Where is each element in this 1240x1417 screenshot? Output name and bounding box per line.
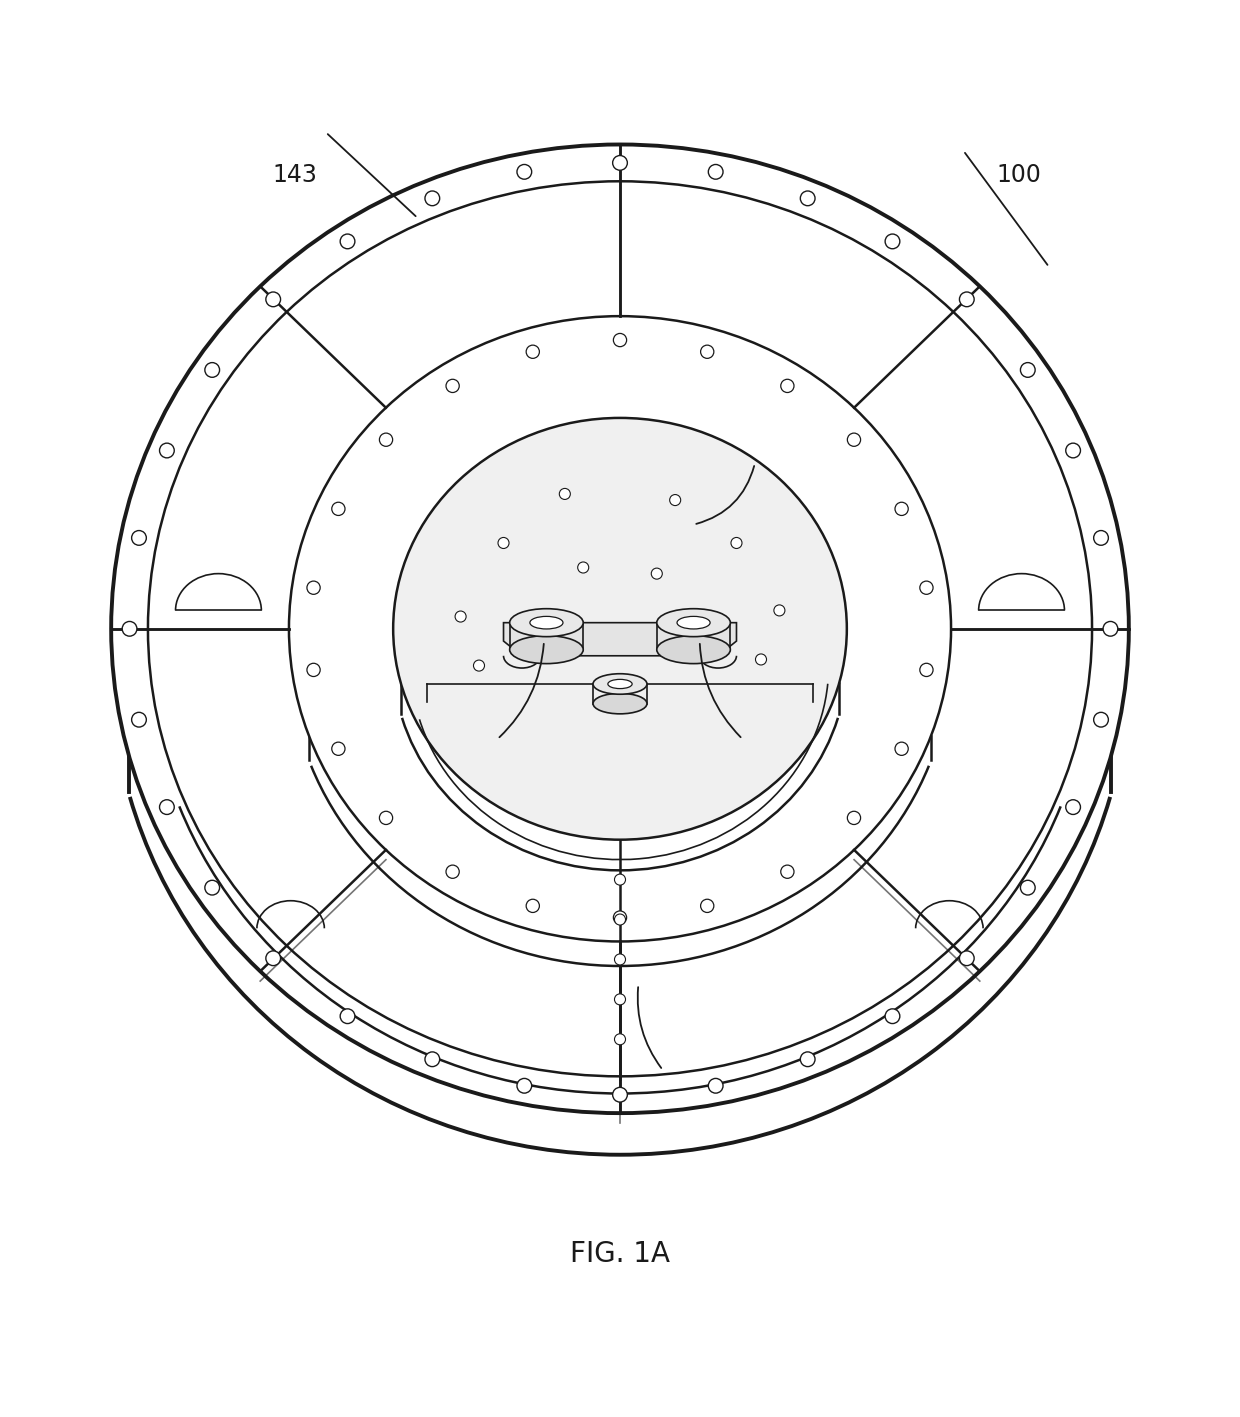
Circle shape [332,743,345,755]
Circle shape [781,380,794,393]
Circle shape [613,1087,627,1102]
Circle shape [1094,530,1109,546]
Circle shape [688,648,699,659]
Text: 143: 143 [273,163,317,187]
Circle shape [455,611,466,622]
Circle shape [895,502,908,516]
Ellipse shape [112,145,1128,1114]
Text: 104: 104 [665,550,709,574]
Circle shape [205,880,219,896]
Circle shape [379,812,393,825]
Circle shape [701,900,714,913]
Circle shape [123,622,136,636]
Text: 132: 132 [456,806,501,830]
Circle shape [160,799,175,815]
Circle shape [730,537,742,548]
Circle shape [308,581,320,594]
Ellipse shape [529,616,563,629]
Circle shape [920,663,932,676]
Ellipse shape [393,418,847,840]
Circle shape [800,191,815,205]
Circle shape [614,911,626,924]
Ellipse shape [593,673,647,694]
Circle shape [340,234,355,249]
Circle shape [517,1078,532,1093]
Text: 100: 100 [996,163,1040,187]
Circle shape [425,1051,440,1067]
Circle shape [446,380,459,393]
Circle shape [615,1034,625,1044]
Text: 129: 129 [629,1077,673,1101]
Circle shape [781,866,794,879]
Circle shape [755,653,766,665]
Circle shape [265,292,280,306]
Circle shape [131,713,146,727]
Ellipse shape [289,316,951,941]
Ellipse shape [510,609,583,636]
Circle shape [885,234,900,249]
Circle shape [708,164,723,179]
Circle shape [340,1009,355,1023]
Circle shape [800,1051,815,1067]
Ellipse shape [657,636,730,663]
Circle shape [498,537,510,548]
Circle shape [960,951,975,965]
Circle shape [1065,799,1080,815]
Circle shape [1021,880,1035,896]
Circle shape [613,156,627,170]
Circle shape [425,191,440,205]
Circle shape [541,648,552,659]
Circle shape [160,444,175,458]
Circle shape [920,581,932,594]
Ellipse shape [608,679,632,689]
Circle shape [446,866,459,879]
Ellipse shape [657,609,730,636]
Circle shape [1065,444,1080,458]
Circle shape [526,346,539,359]
Circle shape [1021,363,1035,377]
Ellipse shape [112,145,1128,1114]
Circle shape [885,1009,900,1023]
Circle shape [265,951,280,965]
Circle shape [651,568,662,580]
Circle shape [895,743,908,755]
Circle shape [474,660,485,672]
Circle shape [615,874,625,886]
Ellipse shape [510,636,583,663]
Circle shape [701,346,714,359]
Circle shape [615,954,625,965]
Circle shape [1094,713,1109,727]
Circle shape [960,292,975,306]
Circle shape [774,605,785,616]
Text: 131: 131 [696,806,740,830]
Ellipse shape [677,616,711,629]
Polygon shape [503,622,737,656]
Circle shape [578,563,589,572]
Circle shape [332,502,345,516]
Circle shape [559,489,570,499]
Circle shape [131,530,146,546]
Circle shape [1104,622,1117,636]
Circle shape [615,993,625,1005]
Ellipse shape [148,181,1092,1077]
Circle shape [847,434,861,446]
Circle shape [708,1078,723,1093]
Circle shape [614,333,626,347]
Circle shape [517,164,532,179]
Circle shape [308,663,320,676]
Circle shape [379,434,393,446]
Circle shape [205,363,219,377]
Circle shape [670,495,681,506]
Text: FIG. 1A: FIG. 1A [570,1240,670,1268]
Circle shape [526,900,539,913]
Ellipse shape [593,693,647,714]
Circle shape [615,914,625,925]
Circle shape [847,812,861,825]
